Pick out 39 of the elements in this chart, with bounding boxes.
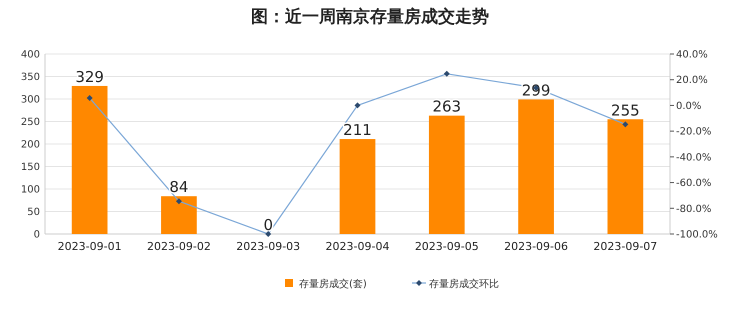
x-tick-label: 2023-09-06 — [504, 240, 568, 253]
bar — [608, 119, 644, 234]
y-tick-label: 150 — [20, 162, 40, 173]
y2-tick-label: -100.0% — [676, 230, 718, 240]
x-tick-label: 2023-09-01 — [58, 240, 122, 253]
data-label: 329 — [75, 68, 104, 86]
y-tick-label: 400 — [20, 50, 40, 60]
x-tick-label: 2023-09-04 — [326, 240, 390, 253]
data-label: 211 — [343, 121, 372, 140]
y-tick-label: 100 — [20, 184, 40, 196]
x-tick-label: 2023-09-07 — [593, 240, 658, 253]
y-tick-label: 50 — [27, 207, 40, 218]
y2-tick-label: -80.0% — [676, 204, 712, 215]
y-tick-label: 0 — [34, 230, 40, 240]
y-tick-label: 300 — [20, 94, 40, 106]
bar — [72, 86, 108, 234]
data-label: 255 — [611, 101, 640, 120]
x-tick-label: 2023-09-03 — [236, 240, 300, 253]
chart-title: 图：近一周南京存量房成交走势 — [251, 7, 489, 27]
x-tick-label: 2023-09-05 — [414, 240, 479, 253]
bar — [428, 116, 465, 234]
x-tick-label: 2023-09-02 — [146, 240, 211, 253]
legend-label: 存量房成交(套) — [299, 278, 367, 290]
legend-label: 存量房成交环比 — [429, 278, 499, 290]
bar — [161, 196, 197, 234]
y2-tick-label: -40.0% — [676, 152, 712, 164]
bar — [518, 99, 554, 234]
data-label: 0 — [263, 216, 273, 234]
y2-tick-label: -20.0% — [676, 126, 712, 138]
y-tick-label: 350 — [20, 72, 40, 83]
y2-tick-label: 0.0% — [676, 100, 702, 112]
bar — [340, 139, 376, 234]
data-label: 263 — [432, 98, 462, 116]
y2-tick-label: 40.0% — [676, 50, 708, 60]
y2-tick-label: -60.0% — [676, 178, 712, 190]
data-label: 84 — [169, 178, 188, 196]
y-tick-label: 250 — [20, 117, 40, 128]
y-tick-label: 200 — [20, 140, 40, 150]
y2-tick-label: 20.0% — [676, 75, 708, 86]
